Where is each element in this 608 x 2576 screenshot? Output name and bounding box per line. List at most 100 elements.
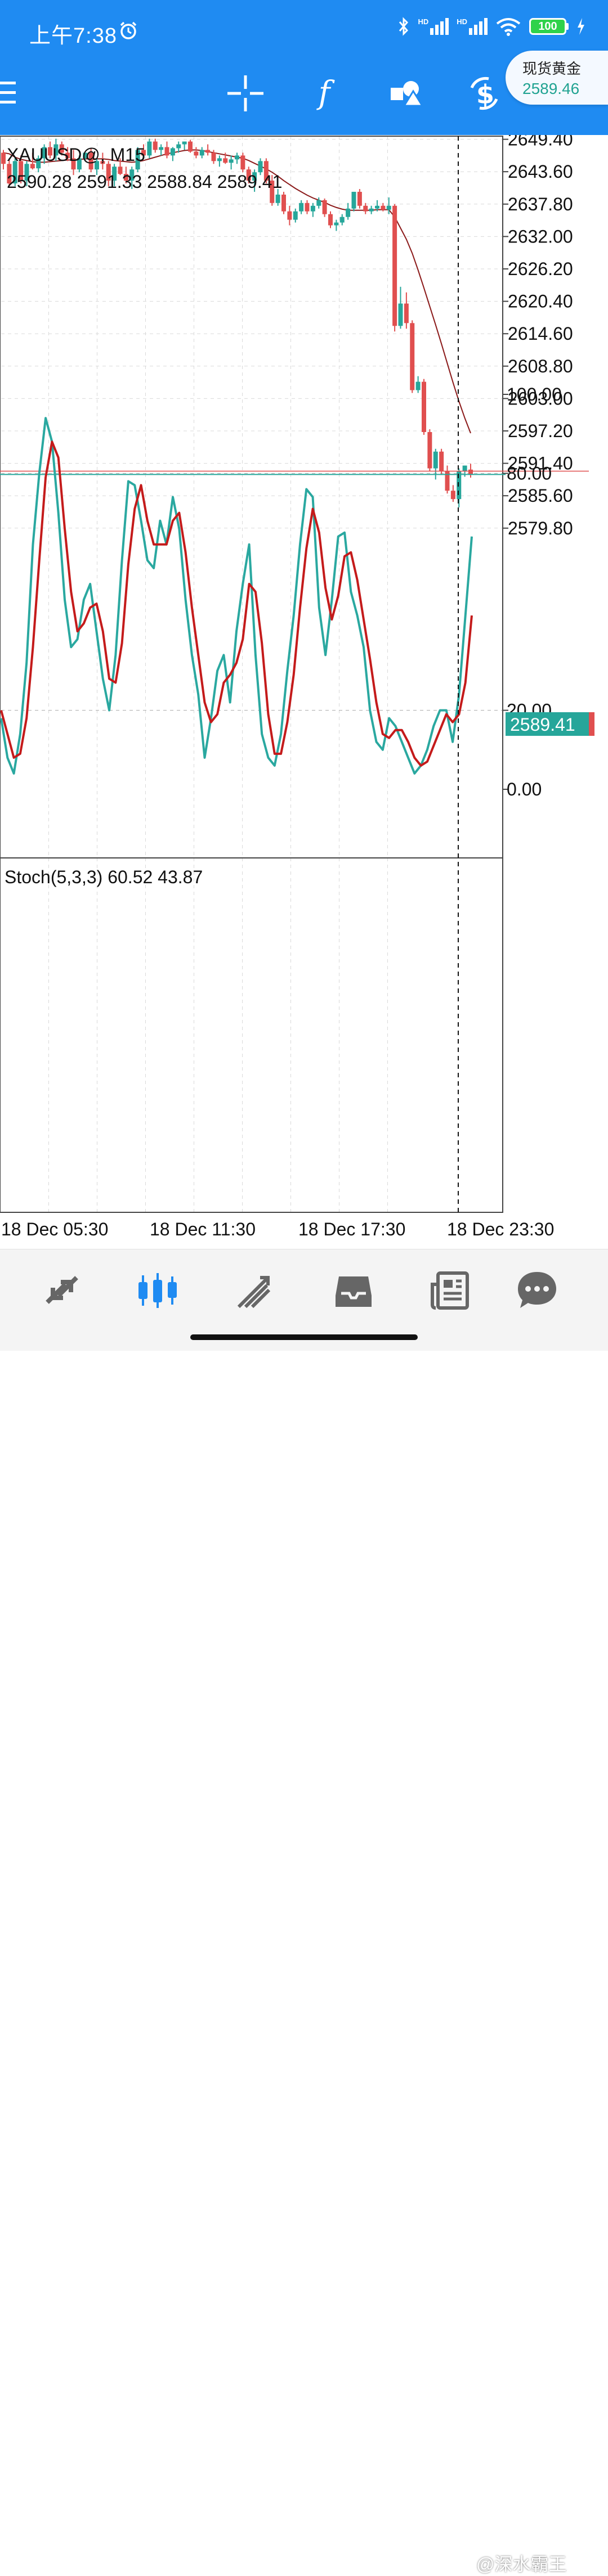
stoch-label: Stoch(5,3,3) 60.52 43.87 [5, 867, 203, 887]
candle-body [123, 174, 128, 181]
time-tick-label: 18 Dec 17:30 [298, 1219, 405, 1239]
charging-icon [578, 18, 584, 35]
objects-icon[interactable] [384, 71, 429, 116]
price-tick-label: 2649.40 [508, 135, 573, 150]
trade-icon[interactable]: $ [462, 71, 507, 116]
candle-body [88, 152, 93, 170]
stoch-tick-label: 0.00 [507, 779, 542, 799]
candle-body [445, 471, 450, 491]
candle-body [415, 381, 421, 390]
candle-body [12, 161, 17, 184]
candle-body [281, 194, 286, 212]
candle-body [334, 222, 339, 226]
candle-body [381, 205, 386, 210]
current-price-value: 2589.41 [510, 714, 575, 735]
candle-body [339, 217, 345, 223]
quote-name: 现货黄金 [522, 60, 582, 77]
candle-body [59, 144, 64, 153]
current-price-tag [506, 712, 589, 736]
chart-area[interactable]: 2655.202649.402643.602637.802632.002626.… [0, 135, 608, 1249]
candle-body [433, 451, 438, 469]
news-icon[interactable] [428, 1267, 473, 1312]
candle-body [182, 141, 187, 145]
svg-text:f: f [316, 75, 336, 111]
price-tick-label: 2626.20 [508, 259, 573, 279]
candle-body [194, 151, 199, 156]
candle-body [188, 141, 193, 152]
bluetooth-icon [399, 17, 409, 36]
candle-body [112, 167, 117, 181]
candle-body [287, 211, 292, 220]
candle-body [422, 381, 426, 432]
price-tick-label: 2632.00 [508, 226, 573, 246]
trade-icon[interactable] [233, 1267, 278, 1312]
candle-body [129, 169, 135, 181]
candle-body [310, 205, 315, 212]
candle-body [118, 167, 123, 174]
chat-icon[interactable] [515, 1267, 560, 1312]
candle-body [457, 471, 462, 500]
candle-body [346, 208, 351, 217]
candle-body [77, 158, 82, 170]
quote-pill[interactable]: 现货黄金 2589.46 [506, 51, 608, 105]
candle-body [170, 148, 175, 156]
stochastic-lines [0, 417, 473, 775]
candle-body [369, 208, 374, 212]
candle-body [229, 159, 234, 163]
candle-body [205, 150, 211, 153]
signal-1-icon: HD [418, 18, 449, 35]
price-tick-label: 2585.60 [508, 485, 573, 506]
menu-icon[interactable] [0, 82, 16, 110]
crosshair-icon[interactable] [223, 71, 268, 116]
axes: 2655.202649.402643.602637.802632.002626.… [1, 135, 573, 1239]
time-tick-label: 18 Dec 05:30 [1, 1219, 108, 1239]
candles [1, 138, 473, 508]
candle-body [164, 147, 169, 156]
candle-body [71, 158, 76, 170]
time-tick-label: 18 Dec 11:30 [150, 1219, 256, 1239]
candle-body [24, 164, 29, 181]
history-icon[interactable] [331, 1267, 376, 1312]
price-tick-label: 2603.00 [508, 388, 573, 408]
candle-body [427, 431, 432, 469]
candle-body [235, 155, 239, 160]
battery-icon: 100 [529, 18, 569, 35]
stoch-tick-label: 100.00 [507, 384, 562, 404]
candle-body [316, 200, 321, 206]
price-tick-label: 2643.60 [508, 161, 573, 182]
candle-body [223, 158, 228, 163]
candle-body [65, 152, 70, 159]
candle-body [153, 141, 158, 150]
candle-body [357, 191, 362, 206]
candle-body [217, 158, 222, 161]
stoch-tick-label: 80.00 [507, 463, 552, 483]
candle-body [19, 161, 24, 181]
symbol-label: XAUUSD@, M15 [7, 145, 145, 165]
candle-body [258, 161, 263, 173]
candle-body [263, 161, 269, 181]
ohlc-label: 2590.28 2591.33 2588.84 2589.41 [7, 172, 282, 192]
candle-body [468, 469, 473, 475]
candle-body [30, 164, 35, 169]
candle-body [48, 147, 52, 156]
candle-body [328, 214, 333, 226]
home-indicator[interactable] [190, 1334, 418, 1340]
candle-body [135, 150, 140, 170]
candle-body [275, 194, 280, 203]
candle-body [95, 161, 99, 170]
candle-body [106, 164, 111, 181]
function-icon[interactable]: f [302, 71, 347, 116]
candle-body [211, 152, 216, 161]
stoch-panel-border [0, 857, 503, 1213]
price-tick-label: 2637.80 [508, 194, 573, 214]
chart-icon[interactable] [135, 1267, 180, 1312]
quotes-icon[interactable] [39, 1267, 84, 1312]
status-icons: HD HD 100 [397, 17, 585, 36]
candle-body [36, 158, 41, 169]
price-tick-label: 2614.60 [508, 323, 573, 344]
candle-body [351, 191, 356, 209]
candle-body [305, 203, 310, 212]
candle-body [83, 152, 88, 159]
candle-body [293, 211, 298, 220]
price-tick-label: 2608.80 [508, 356, 573, 376]
